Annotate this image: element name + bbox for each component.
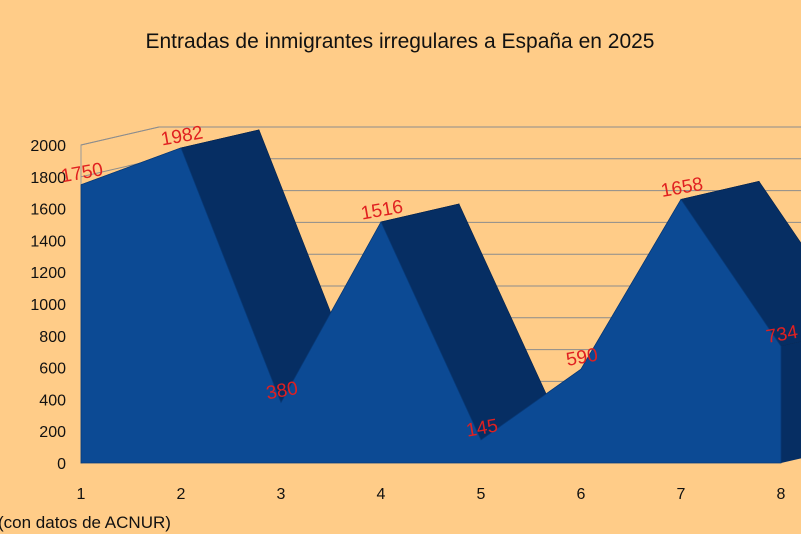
y-tick-label: 1800 [30,170,66,187]
x-tick-label: 5 [477,486,486,503]
x-axis: 1 2 3 4 5 6 7 8 [77,486,786,503]
source-note: (con datos de ACNUR) [0,513,171,532]
y-tick-label: 1200 [30,265,66,282]
gridline-depth [80,126,160,146]
area-front-face [80,147,782,464]
y-tick-label: 600 [39,361,66,378]
x-tick-label: 7 [677,486,686,503]
x-tick-label: 2 [177,486,186,503]
x-tick-label: 8 [777,486,786,503]
x-tick-label: 3 [277,486,286,503]
y-tick-label: 0 [57,456,66,473]
y-tick-label: 800 [39,329,66,346]
chart-title: Entradas de inmigrantes irregulares a Es… [146,30,655,53]
y-tick-label: 200 [39,424,66,441]
x-tick-label: 6 [577,486,586,503]
area-series [80,129,801,464]
y-tick-label: 1000 [30,297,66,314]
y-tick-label: 2000 [30,138,66,155]
x-tick-label: 4 [377,486,386,503]
y-tick-label: 1600 [30,202,66,219]
area-end-cap [781,341,801,463]
y-tick-label: 1400 [30,233,66,250]
x-tick-label: 1 [77,486,86,503]
y-axis: 0 200 400 600 800 1000 1200 1400 1600 1800 2000 [30,138,66,473]
y-tick-label: 400 [39,392,66,409]
